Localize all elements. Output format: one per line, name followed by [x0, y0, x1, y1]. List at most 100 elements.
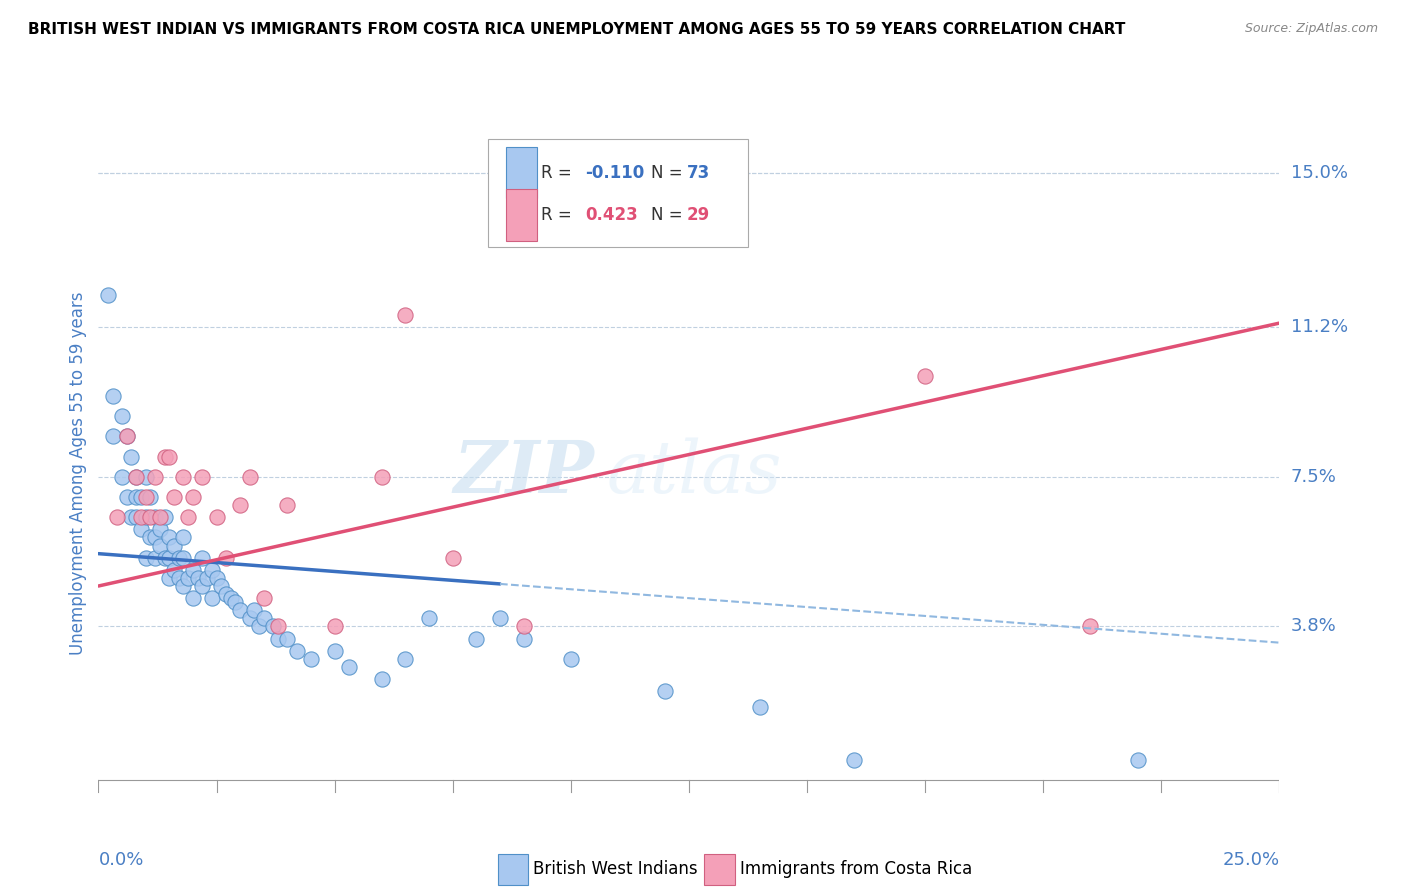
Point	[262, 619, 284, 633]
Point	[125, 470, 148, 484]
Point	[135, 510, 157, 524]
Point	[172, 579, 194, 593]
Point	[224, 595, 246, 609]
Point	[129, 522, 152, 536]
Text: 3.8%: 3.8%	[1291, 617, 1336, 635]
Text: British West Indians: British West Indians	[533, 861, 697, 879]
Text: atlas: atlas	[606, 437, 782, 508]
Point	[172, 470, 194, 484]
Text: 11.2%: 11.2%	[1291, 318, 1348, 336]
Point	[914, 368, 936, 383]
Point	[215, 587, 238, 601]
Text: 0.423: 0.423	[585, 206, 638, 224]
Point	[512, 619, 534, 633]
Point	[135, 550, 157, 565]
Point	[157, 531, 180, 545]
Point	[101, 389, 124, 403]
Point	[172, 550, 194, 565]
Point	[371, 672, 394, 686]
Point	[143, 470, 166, 484]
Point	[229, 498, 252, 512]
Point	[135, 470, 157, 484]
Text: Immigrants from Costa Rica: Immigrants from Costa Rica	[740, 861, 972, 879]
Point	[441, 550, 464, 565]
Point	[512, 632, 534, 646]
Point	[191, 550, 214, 565]
Point	[139, 510, 162, 524]
FancyBboxPatch shape	[488, 139, 748, 247]
Point	[143, 510, 166, 524]
Point	[187, 571, 209, 585]
Text: N =: N =	[651, 206, 688, 224]
Text: -0.110: -0.110	[585, 163, 644, 182]
Point	[239, 470, 262, 484]
Point	[167, 550, 190, 565]
FancyBboxPatch shape	[506, 189, 537, 241]
Point	[1126, 753, 1149, 767]
Text: 7.5%: 7.5%	[1291, 467, 1337, 486]
Point	[215, 550, 238, 565]
Point	[465, 632, 488, 646]
Point	[276, 498, 298, 512]
Point	[654, 684, 676, 698]
Point	[125, 490, 148, 504]
Text: R =: R =	[541, 163, 578, 182]
Point	[97, 287, 120, 301]
Point	[191, 579, 214, 593]
Point	[121, 510, 143, 524]
Point	[163, 490, 186, 504]
Point	[177, 571, 200, 585]
Point	[125, 510, 148, 524]
Point	[181, 490, 204, 504]
FancyBboxPatch shape	[506, 147, 537, 198]
Point	[247, 619, 270, 633]
Point	[149, 522, 172, 536]
Text: 29: 29	[686, 206, 710, 224]
Point	[371, 470, 394, 484]
Point	[172, 531, 194, 545]
FancyBboxPatch shape	[704, 854, 735, 885]
Point	[276, 632, 298, 646]
Point	[229, 603, 252, 617]
Point	[105, 510, 128, 524]
Point	[748, 700, 770, 714]
Point	[157, 571, 180, 585]
Point	[267, 632, 290, 646]
Point	[139, 490, 162, 504]
Point	[163, 563, 186, 577]
Point	[139, 531, 162, 545]
Point	[177, 510, 200, 524]
Point	[167, 571, 190, 585]
Point	[205, 510, 228, 524]
Point	[111, 409, 134, 424]
Point	[394, 652, 416, 666]
Point	[253, 611, 276, 625]
Point	[153, 550, 176, 565]
Point	[323, 619, 346, 633]
Point	[135, 490, 157, 504]
Point	[111, 470, 134, 484]
Point	[143, 531, 166, 545]
Point	[560, 652, 582, 666]
Point	[489, 611, 512, 625]
Point	[129, 510, 152, 524]
FancyBboxPatch shape	[498, 854, 529, 885]
Point	[149, 510, 172, 524]
Point	[191, 470, 214, 484]
Point	[115, 429, 138, 443]
Point	[101, 429, 124, 443]
Point	[143, 550, 166, 565]
Text: Source: ZipAtlas.com: Source: ZipAtlas.com	[1244, 22, 1378, 36]
Point	[219, 591, 242, 606]
Text: 15.0%: 15.0%	[1291, 164, 1347, 183]
Point	[195, 571, 218, 585]
Point	[157, 450, 180, 464]
Point	[418, 611, 440, 625]
Text: 73: 73	[686, 163, 710, 182]
Point	[205, 571, 228, 585]
Point	[209, 579, 232, 593]
Point	[163, 539, 186, 553]
Point	[844, 753, 866, 767]
Text: R =: R =	[541, 206, 578, 224]
Point	[181, 563, 204, 577]
